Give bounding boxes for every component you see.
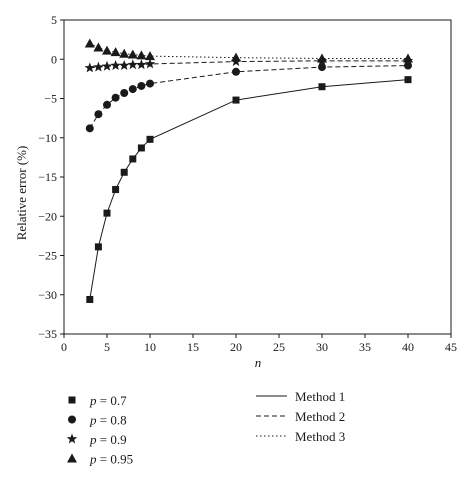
legend-p-value: = 0.9 [97, 432, 127, 447]
legend-p-value: = 0.8 [97, 413, 127, 428]
legend-item-marker: p = 0.8 [68, 413, 127, 428]
x-tick-label: 35 [359, 340, 371, 354]
data-point-square [318, 83, 326, 91]
legend-marker-label: p = 0.9 [89, 432, 127, 447]
data-point-star [101, 60, 113, 71]
legend-method-label: Method 2 [295, 409, 345, 424]
y-tick-label: −5 [44, 92, 57, 106]
data-point-star [93, 61, 104, 72]
data-point-square [404, 76, 412, 84]
data-point-star [110, 60, 121, 70]
data-point-circle [137, 81, 146, 90]
legend-p-symbol: p [89, 413, 97, 428]
y-tick-label: −20 [38, 209, 57, 223]
x-tick-label: 15 [187, 340, 199, 354]
y-axis-label: Relative error (%) [14, 146, 29, 241]
legend-item-marker: p = 0.7 [68, 393, 127, 408]
y-tick-label: 5 [51, 13, 57, 27]
x-tick-label: 5 [104, 340, 110, 354]
data-point-triangle [127, 49, 138, 59]
legend-marker-label: p = 0.95 [89, 452, 133, 467]
data-point-triangle [84, 38, 95, 48]
data-point-square [232, 96, 240, 104]
data-point-triangle [317, 53, 327, 63]
legend-marker-label: p = 0.8 [89, 413, 127, 428]
x-tick-label: 40 [402, 340, 414, 354]
x-tick-label: 10 [144, 340, 156, 354]
y-tick-label: −25 [38, 249, 57, 263]
series-layer [84, 38, 414, 303]
legend-p-value: = 0.7 [97, 393, 128, 408]
x-axis-label: n [255, 355, 262, 370]
data-point-triangle [110, 47, 121, 57]
data-point-square [86, 295, 94, 303]
data-point-square [129, 155, 137, 163]
data-point-square [103, 209, 111, 217]
x-tick-label: 30 [316, 340, 328, 354]
legend-method-label: Method 3 [295, 429, 345, 444]
legend-p-symbol: p [89, 393, 97, 408]
data-point-square [120, 168, 128, 176]
data-point-circle [232, 67, 240, 76]
data-point-triangle [145, 51, 155, 61]
legend-p-value: = 0.95 [97, 452, 134, 467]
data-point-triangle [403, 53, 413, 63]
legend-marker-label: p = 0.7 [89, 393, 127, 408]
series-line [89, 65, 409, 129]
data-point-circle [120, 89, 129, 98]
data-point-circle [94, 110, 103, 119]
data-point-circle [85, 124, 94, 133]
series-p-0-95 [84, 38, 413, 63]
legend-item-marker: p = 0.9 [66, 432, 127, 447]
y-tick-label: −15 [38, 170, 57, 184]
legend-item-method: Method 2 [256, 409, 345, 424]
y-tick-label: 0 [51, 52, 57, 66]
legend-p-symbol: p [89, 452, 97, 467]
legend-marker-circle-icon [68, 415, 76, 424]
x-tick-label: 20 [230, 340, 242, 354]
legend-p-symbol: p [89, 432, 97, 447]
data-point-star [136, 59, 147, 70]
series-line [89, 43, 408, 59]
series-p-0-7 [86, 76, 412, 303]
data-point-square [112, 186, 120, 194]
data-point-circle [146, 79, 154, 88]
data-point-circle [103, 100, 111, 109]
x-tick-label: 45 [445, 340, 457, 354]
legend-item-method: Method 3 [256, 429, 345, 444]
series-p-0-8 [85, 61, 412, 133]
data-point-circle [318, 63, 326, 72]
data-point-star [84, 62, 96, 73]
data-point-triangle [136, 50, 147, 60]
y-tick-label: −35 [38, 327, 57, 341]
series-line [89, 79, 409, 300]
x-tick-label: 25 [273, 340, 285, 354]
data-point-square [146, 135, 154, 143]
data-point-star [144, 58, 156, 69]
data-point-triangle [93, 42, 104, 52]
legend-marker-square-icon [68, 396, 76, 404]
data-point-triangle [102, 45, 112, 55]
data-point-star [127, 59, 139, 70]
legend-marker-triangle-icon [67, 453, 77, 463]
data-point-square [94, 243, 102, 251]
x-tick-label: 0 [61, 340, 67, 354]
legend-marker-star-icon [66, 433, 78, 444]
legend-item-marker: p = 0.95 [67, 452, 133, 467]
data-point-triangle [119, 48, 130, 58]
legend-item-method: Method 1 [256, 389, 345, 404]
data-point-square [137, 144, 145, 152]
data-point-circle [111, 93, 120, 102]
y-tick-label: −30 [38, 288, 57, 302]
data-point-circle [128, 85, 137, 94]
legend-method-label: Method 1 [295, 389, 345, 404]
data-point-star [118, 60, 130, 70]
data-point-triangle [231, 52, 241, 62]
y-tick-label: −10 [38, 131, 57, 145]
